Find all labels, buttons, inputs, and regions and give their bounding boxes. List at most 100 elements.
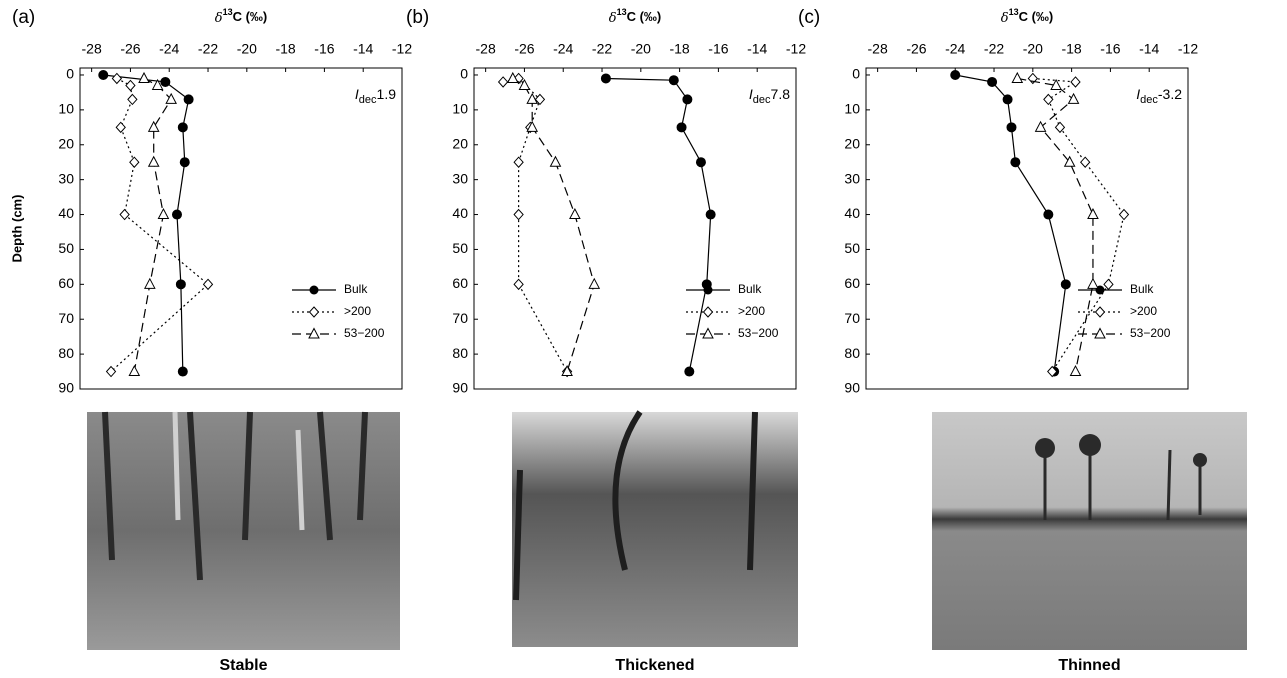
photo-thinned	[932, 412, 1247, 650]
legend-label: Bulk	[738, 282, 762, 296]
x-label-rest: C (‰)	[233, 9, 268, 24]
marker	[513, 278, 524, 291]
plot-frame	[473, 67, 797, 390]
y-tick-label: 30	[58, 170, 74, 186]
series-line	[605, 77, 712, 372]
marker	[1043, 209, 1054, 220]
x-tick-label: -26	[120, 41, 140, 57]
marker	[513, 208, 524, 221]
y-tick-label: 80	[452, 345, 468, 361]
y-tick-label: 60	[844, 275, 860, 291]
legend-marker	[309, 285, 319, 295]
series-line	[1017, 77, 1094, 372]
y-tick-label: 50	[844, 240, 860, 256]
x-tick-label: -22	[984, 41, 1004, 57]
x-label-superscript: 13	[1009, 7, 1019, 17]
x-axis-label: δ13C (‰)	[609, 7, 662, 25]
y-tick-label: 90	[452, 380, 468, 396]
x-tick-label: -12	[1178, 41, 1198, 57]
marker	[588, 277, 601, 289]
legend-label: >200	[1130, 304, 1157, 318]
marker	[1011, 71, 1024, 83]
marker	[144, 277, 156, 289]
marker	[1087, 277, 1099, 289]
legend-marker	[703, 285, 713, 295]
x-label-symbol: δ	[1001, 11, 1009, 26]
series-line	[133, 77, 172, 372]
marker	[1010, 157, 1021, 168]
y-tick-label: 20	[452, 135, 468, 151]
y-tick-label: 10	[844, 101, 860, 117]
marker	[127, 93, 138, 106]
marker	[202, 278, 214, 291]
marker	[518, 78, 531, 90]
y-tick-label: 30	[844, 170, 860, 186]
x-axis-label: δ13C (‰)	[1001, 7, 1054, 25]
annotation-subscript: dec	[1140, 94, 1158, 106]
marker	[175, 279, 186, 290]
y-tick-label: 60	[452, 275, 468, 291]
x-label-superscript: 13	[617, 7, 627, 17]
marker	[1103, 278, 1114, 291]
series-line	[502, 77, 568, 372]
marker	[111, 72, 123, 85]
x-tick-label: -18	[1061, 41, 1081, 57]
marker	[1060, 279, 1071, 290]
x-label-symbol: δ	[215, 11, 223, 26]
x-tick-label: -12	[786, 41, 806, 57]
marker	[526, 92, 539, 104]
x-tick-label: -26	[906, 41, 926, 57]
y-tick-label: 10	[452, 101, 468, 117]
marker	[98, 69, 109, 80]
marker	[1118, 208, 1130, 221]
y-tick-label: 90	[844, 380, 860, 396]
series-line	[103, 74, 190, 372]
marker	[526, 120, 539, 132]
legend-marker	[702, 306, 714, 318]
x-label-superscript: 13	[223, 7, 233, 17]
annotation: Idec-3.2	[1136, 86, 1182, 106]
legend-label: 53−200	[1130, 326, 1171, 340]
legend-label: Bulk	[1130, 282, 1154, 296]
legend-label: 53−200	[738, 326, 779, 340]
x-label-symbol: δ	[609, 11, 617, 26]
x-tick-label: -24	[945, 41, 965, 57]
x-tick-label: -20	[237, 41, 257, 57]
x-tick-label: -16	[314, 41, 334, 57]
x-tick-label: -18	[275, 41, 295, 57]
marker	[549, 155, 562, 167]
series-line	[955, 74, 1067, 372]
y-tick-label: 0	[460, 66, 468, 82]
x-tick-label: -14	[353, 41, 373, 57]
annotation-value: -3.2	[1158, 86, 1182, 102]
annotation-symbol: I	[1136, 86, 1140, 102]
annotation-symbol: I	[749, 86, 753, 102]
panel-label: (a)	[12, 7, 35, 28]
marker	[151, 78, 164, 90]
annotation-symbol: I	[355, 86, 359, 102]
marker	[105, 365, 117, 378]
x-tick-label: -16	[708, 41, 728, 57]
y-tick-label: 40	[844, 205, 860, 221]
photo-caption: Stable	[219, 657, 267, 674]
marker	[1080, 156, 1091, 168]
photo-caption: Thinned	[1058, 657, 1120, 674]
legend-marker	[1094, 327, 1106, 339]
marker	[513, 156, 524, 168]
x-tick-label: -24	[159, 41, 179, 57]
y-tick-label: 70	[452, 310, 468, 326]
marker	[1063, 155, 1076, 167]
legend-label: 53−200	[344, 326, 385, 340]
x-label-rest: C (‰)	[1019, 9, 1054, 24]
annotation-subscript: dec	[359, 94, 377, 106]
x-label-rest: C (‰)	[627, 9, 662, 24]
marker	[987, 76, 998, 87]
x-tick-label: -16	[1100, 41, 1120, 57]
plot-frame	[865, 67, 1189, 390]
photo-stable	[87, 411, 400, 650]
marker	[668, 75, 679, 86]
photo-thickened	[512, 410, 798, 647]
marker	[682, 94, 693, 105]
marker	[177, 366, 188, 377]
